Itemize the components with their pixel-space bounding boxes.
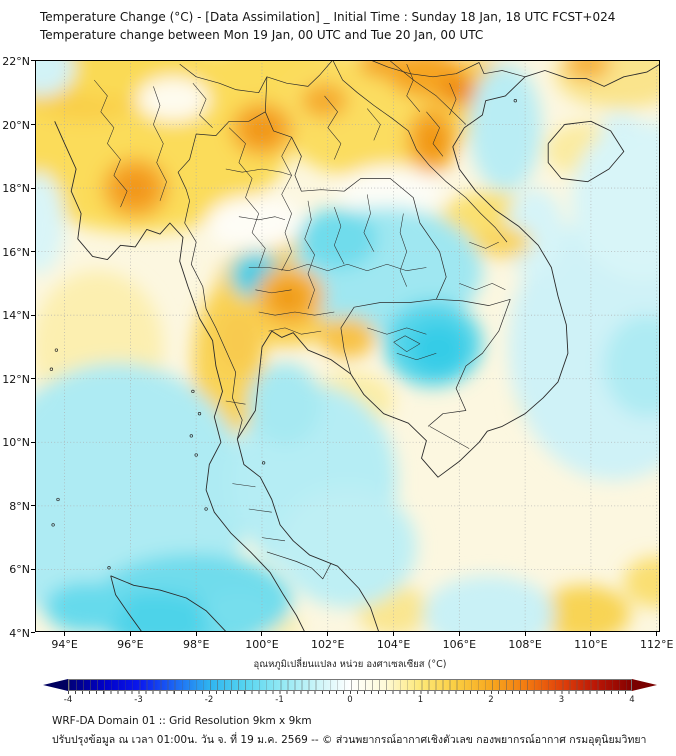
lon-tick-mark <box>393 632 395 636</box>
lon-tick-mark <box>327 632 329 636</box>
temperature-change-map <box>35 60 660 632</box>
lon-tick-label: 108°E <box>508 638 542 651</box>
lon-tick-mark <box>64 632 66 636</box>
colorbar-tick-label: 4 <box>629 695 635 705</box>
lat-tick-label: 10°N <box>2 436 30 450</box>
lon-tick-label: 106°E <box>442 638 477 651</box>
lat-tick-label: 20°N <box>2 118 30 132</box>
lon-tick-label: 102°E <box>311 638 345 651</box>
footer-domain-info: WRF-DA Domain 01 :: Grid Resolution 9km … <box>52 715 312 727</box>
lon-tick-label: 94°E <box>51 638 78 651</box>
heat-field <box>35 60 660 632</box>
lat-tick-mark <box>31 187 35 189</box>
lon-tick-label: 100°E <box>245 638 279 651</box>
lon-tick-mark <box>195 632 197 636</box>
lat-tick-label: 14°N <box>2 309 30 323</box>
lon-tick-mark <box>458 632 460 636</box>
map-plot <box>35 60 660 632</box>
figure-subtitle: Temperature change between Mon 19 Jan, 0… <box>40 28 484 42</box>
lon-tick-label: 98°E <box>182 638 210 651</box>
footer-credit-thai: ปรับปรุงข้อมูล ณ เวลา 01:00น. วัน จ. ที่… <box>52 734 647 746</box>
plot-frame <box>35 60 660 632</box>
lon-tick-label: 112°E <box>639 638 674 651</box>
figure-title: Temperature Change (°C) - [Data Assimila… <box>40 10 616 24</box>
lat-tick-mark <box>31 251 35 253</box>
colorbar-tick-label: -2 <box>204 695 214 705</box>
lon-tick-label: 104°E <box>376 638 411 651</box>
colorbar-tick-label: 2 <box>488 695 494 705</box>
lat-tick-label: 12°N <box>2 372 30 386</box>
lat-tick-mark <box>31 378 35 380</box>
colorbar-tick-label: 0 <box>347 695 353 705</box>
lat-tick-label: 16°N <box>2 245 30 259</box>
lat-tick-mark <box>31 441 35 443</box>
lon-tick-mark <box>129 632 131 636</box>
lat-tick-mark <box>31 314 35 316</box>
lat-tick-mark <box>31 60 35 62</box>
lon-tick-label: 110°E <box>574 638 608 651</box>
lat-tick-label: 18°N <box>2 182 30 196</box>
lon-tick-mark <box>524 632 526 636</box>
colorbar-tick-label: 1 <box>417 695 424 705</box>
colorbar-tick-label: -1 <box>275 695 284 705</box>
colorbar-gradient <box>68 679 632 691</box>
lat-tick-mark <box>31 632 35 634</box>
lat-tick-mark <box>31 568 35 570</box>
lon-tick-mark <box>590 632 592 636</box>
coastlines-borders-layer <box>49 60 660 632</box>
lat-tick-mark <box>31 124 35 125</box>
colorbar-tick-label: -3 <box>134 695 143 705</box>
lat-tick-label: 6°N <box>9 563 30 577</box>
lon-tick-mark <box>656 632 658 636</box>
colorbar-left-arrow <box>43 679 68 691</box>
colorbar: อุณหภูมิเปลี่ยนแปลง หน่วย องศาเซลเซียส (… <box>43 659 657 710</box>
lat-tick-mark <box>31 505 35 507</box>
colorbar-title: อุณหภูมิเปลี่ยนแปลง หน่วย องศาเซลเซียส (… <box>253 659 447 670</box>
colorbar-tick-label: -4 <box>63 695 73 705</box>
lat-tick-label: 4°N <box>9 626 30 640</box>
lon-tick-mark <box>261 632 263 636</box>
lon-tick-label: 96°E <box>117 638 144 651</box>
colorbar-right-arrow <box>632 679 657 691</box>
lat-tick-label: 22°N <box>2 54 30 68</box>
colorbar-segments <box>69 680 631 690</box>
colorbar-minor-ticks <box>68 691 632 694</box>
lat-tick-label: 8°N <box>9 499 30 513</box>
colorbar-tick-label: 3 <box>558 695 565 705</box>
